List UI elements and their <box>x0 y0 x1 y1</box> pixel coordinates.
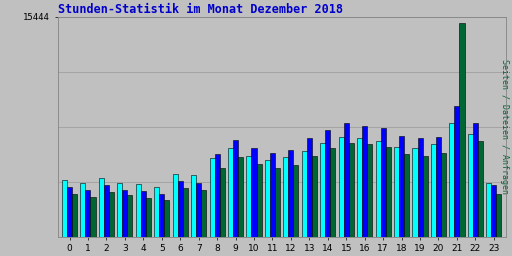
Bar <box>422 156 428 237</box>
Bar <box>338 137 344 237</box>
Bar <box>344 123 349 237</box>
Bar <box>173 174 178 237</box>
Bar <box>117 183 122 237</box>
Bar <box>362 126 367 237</box>
Bar <box>468 134 473 237</box>
Bar <box>399 136 404 237</box>
Bar <box>496 194 501 237</box>
Bar <box>209 158 215 237</box>
Bar <box>104 185 109 237</box>
Bar <box>146 198 151 237</box>
Bar <box>367 144 372 237</box>
Bar <box>441 153 446 237</box>
Bar <box>257 164 262 237</box>
Bar <box>404 154 409 237</box>
Bar <box>436 137 441 237</box>
Bar <box>99 178 104 237</box>
Bar <box>238 157 243 237</box>
Bar <box>265 160 270 237</box>
Bar <box>473 123 478 237</box>
Bar <box>246 156 251 237</box>
Bar <box>215 154 220 237</box>
Bar <box>293 165 298 237</box>
Bar <box>349 143 354 237</box>
Bar <box>380 129 386 237</box>
Bar <box>302 151 307 237</box>
Bar <box>376 141 380 237</box>
Bar <box>312 156 317 237</box>
Bar <box>183 188 188 237</box>
Bar <box>288 150 293 237</box>
Text: Stunden-Statistik im Monat Dezember 2018: Stunden-Statistik im Monat Dezember 2018 <box>58 3 343 16</box>
Bar <box>486 183 492 237</box>
Bar <box>478 141 483 237</box>
Bar <box>320 143 325 237</box>
Y-axis label: Seiten / Dateien / Anfragen: Seiten / Dateien / Anfragen <box>500 59 509 194</box>
Bar <box>307 138 312 237</box>
Bar <box>201 190 206 237</box>
Bar <box>386 147 391 237</box>
Bar <box>122 190 127 237</box>
Bar <box>159 194 164 237</box>
Bar <box>67 187 72 237</box>
Bar <box>136 184 141 237</box>
Bar <box>394 147 399 237</box>
Bar <box>357 138 362 237</box>
Bar <box>275 168 280 237</box>
Bar <box>127 195 133 237</box>
Bar <box>325 130 330 237</box>
Bar <box>154 187 159 237</box>
Bar <box>330 148 335 237</box>
Bar <box>283 157 288 237</box>
Bar <box>228 148 233 237</box>
Bar <box>220 168 225 237</box>
Bar <box>141 191 146 237</box>
Bar <box>164 200 169 237</box>
Bar <box>417 138 422 237</box>
Bar <box>72 194 77 237</box>
Bar <box>86 190 91 237</box>
Bar <box>431 144 436 237</box>
Bar <box>459 23 464 237</box>
Bar <box>191 175 196 237</box>
Bar <box>450 123 455 237</box>
Bar <box>109 193 114 237</box>
Bar <box>492 185 496 237</box>
Bar <box>62 180 67 237</box>
Bar <box>196 183 201 237</box>
Bar <box>178 181 183 237</box>
Bar <box>251 148 257 237</box>
Bar <box>91 197 96 237</box>
Bar <box>455 106 459 237</box>
Bar <box>270 153 275 237</box>
Bar <box>413 148 417 237</box>
Bar <box>80 183 86 237</box>
Bar <box>233 140 238 237</box>
